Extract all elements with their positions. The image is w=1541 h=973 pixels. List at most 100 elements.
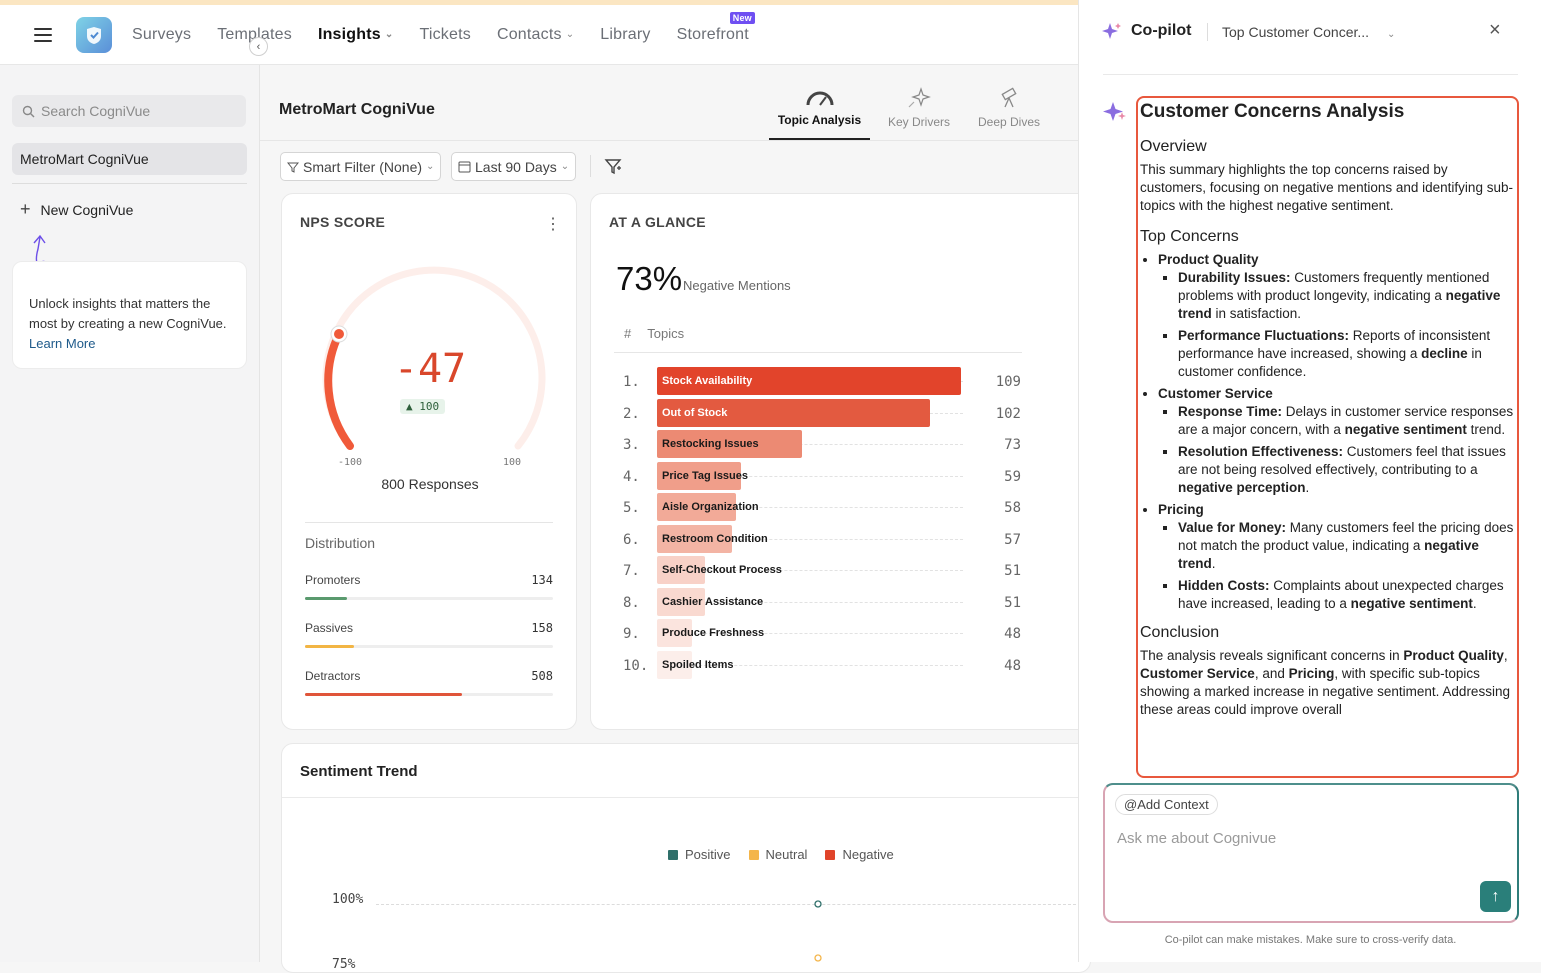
sub-concern-item: Resolution Effectiveness: Customers feel… [1178, 443, 1515, 497]
divider [1103, 74, 1518, 75]
plus-icon: + [20, 199, 31, 219]
sub-concern-text: . [1472, 596, 1477, 611]
nav-insights-label: Insights [317, 25, 381, 43]
sub-concern-item: Performance Fluctuations: Reports of inc… [1178, 327, 1515, 381]
legend-swatch [668, 849, 678, 860]
y-tick-label: 100% [332, 892, 364, 907]
topic-row[interactable]: 7. Self-Checkout Process 51 [623, 556, 1021, 584]
distribution-fill [305, 645, 354, 648]
sidebar-item-metromart[interactable]: MetroMart CogniVue [12, 143, 247, 175]
sidebar: Search CogniVue MetroMart CogniVue + New… [0, 65, 260, 962]
topic-row[interactable]: 1. Stock Availability 109 [623, 367, 1021, 395]
tab-topic-analysis[interactable]: Topic Analysis [769, 82, 870, 140]
topic-index: 3. [623, 437, 640, 453]
nav-surveys[interactable]: Surveys [132, 26, 191, 44]
send-button[interactable]: ↑ [1480, 881, 1511, 912]
topic-name: Price Tag Issues [662, 469, 749, 482]
nps-score-value: -47 [393, 346, 467, 392]
topic-name: Cashier Assistance [662, 595, 764, 608]
add-filter-icon[interactable] [604, 157, 622, 175]
conclusion-bold: Product Quality [1403, 648, 1504, 663]
distribution-row: Passives 158 [305, 621, 553, 648]
concern-item: Pricing Value for Money: Many customers f… [1158, 501, 1515, 613]
menu-icon[interactable] [34, 27, 56, 43]
topic-name: Stock Availability [662, 375, 753, 387]
chevron-left-icon: ‹ [256, 40, 261, 53]
topic-bar[interactable] [657, 430, 803, 458]
close-icon[interactable]: × [1489, 19, 1501, 41]
sub-concern-text: Many customers feel the pricing does not… [1178, 520, 1514, 553]
learn-more-link[interactable]: Learn More [29, 336, 96, 351]
topic-row[interactable]: 9. Produce Freshness 48 [623, 619, 1021, 647]
positive-point[interactable] [814, 900, 822, 908]
more-options-icon[interactable]: ⋮ [545, 216, 561, 233]
filter-icon [287, 162, 299, 173]
thread-title: Top Customer Concer... [1222, 24, 1370, 40]
nav-tickets[interactable]: Tickets [419, 26, 470, 44]
nav-templates-label: Templates [217, 25, 292, 43]
page-title: MetroMart CogniVue [279, 101, 435, 118]
add-context-button[interactable]: @Add Context [1115, 794, 1218, 815]
thread-selector[interactable]: Top Customer Concer... ⌄ [1222, 24, 1395, 40]
topic-bar[interactable] [657, 398, 931, 427]
sub-concern-text: . [1305, 480, 1310, 495]
tab-label: Key Drivers [887, 115, 950, 129]
smart-filter-dropdown[interactable]: Smart Filter (None) ⌄ [280, 152, 442, 181]
topic-bar[interactable] [657, 524, 732, 553]
topic-index: 9. [623, 626, 640, 642]
topic-bar[interactable] [657, 619, 692, 647]
legend-negative[interactable]: Negative [825, 847, 894, 862]
sub-concern-text: . [1211, 556, 1216, 571]
nav-insights[interactable]: Insights ⌄ [318, 26, 394, 44]
topic-row[interactable]: 5. Aisle Organization 58 [623, 493, 1021, 521]
topic-row[interactable]: 8. Cashier Assistance 51 [623, 587, 1021, 616]
topic-row[interactable]: 4. Price Tag Issues 59 [623, 461, 1021, 490]
distribution-label-row: Promoters 134 [305, 573, 553, 587]
nav-templates[interactable]: Templates [217, 26, 292, 44]
tab-key-drivers[interactable]: Key Drivers [870, 82, 968, 140]
nav-library[interactable]: Library [600, 26, 650, 44]
topic-row[interactable]: 10. Spoiled Items 48 [623, 650, 1021, 679]
topic-row[interactable]: 2. Out of Stock 102 [623, 398, 1021, 427]
new-cognivue-button[interactable]: + New CogniVue [20, 199, 133, 220]
nav-storefront[interactable]: Storefront New [677, 11, 755, 44]
neutral-point[interactable] [814, 954, 822, 962]
sub-concern-text: Delays in customer service responses are… [1178, 404, 1514, 437]
sub-concern-item: Hidden Costs: Complaints about unexpecte… [1178, 577, 1515, 613]
negative-pct-value: 73% [616, 260, 683, 297]
topic-bar[interactable] [657, 493, 737, 521]
topic-name: Restocking Issues [662, 438, 759, 450]
sub-concern-emphasis: negative sentiment [1344, 422, 1467, 437]
sub-concern-text: in customer confidence. [1178, 346, 1482, 379]
nav-contacts[interactable]: Contacts ⌄ [497, 26, 574, 44]
distribution-value: 158 [531, 621, 553, 635]
distribution-label: Promoters [305, 573, 361, 587]
concern-list: Product Quality Durability Issues: Custom… [1140, 251, 1515, 613]
topic-bar[interactable] [657, 461, 741, 490]
search-input[interactable]: Search CogniVue [12, 95, 246, 127]
date-range-dropdown[interactable]: Last 90 Days ⌄ [451, 152, 577, 181]
distribution-label-row: Passives 158 [305, 621, 553, 635]
topic-count: 73 [1004, 437, 1021, 453]
topic-row[interactable]: 6. Restroom Condition 57 [623, 524, 1021, 553]
sub-concern-item: Response Time: Delays in customer servic… [1178, 403, 1515, 439]
app-logo[interactable] [76, 16, 112, 53]
legend-neutral[interactable]: Neutral [748, 847, 807, 862]
distribution-row: Detractors 508 [305, 669, 553, 696]
sub-concern-text: Complaints about unexpected charges have… [1178, 578, 1504, 611]
topic-bar[interactable] [657, 587, 706, 616]
collapse-sidebar-button[interactable]: ‹ [249, 37, 268, 56]
sub-concern-list: Value for Money: Many customers feel the… [1158, 519, 1515, 613]
chart-legend: Positive Neutral Negative [668, 847, 894, 862]
topic-row[interactable]: 3. Restocking Issues 73 [623, 430, 1021, 458]
chevron-down-icon: ⌄ [1386, 29, 1396, 40]
topic-bar[interactable] [657, 556, 706, 584]
chat-input[interactable]: Ask me about Cognivue [1117, 830, 1277, 847]
topic-bar[interactable] [657, 650, 692, 679]
tab-deep-dives[interactable]: Deep Dives [968, 82, 1050, 140]
topic-index: 8. [623, 594, 640, 611]
legend-positive[interactable]: Positive [668, 847, 731, 862]
topic-bar[interactable] [657, 367, 961, 395]
topic-index: 6. [623, 531, 640, 548]
gauge-min-label: -100 [338, 457, 363, 468]
